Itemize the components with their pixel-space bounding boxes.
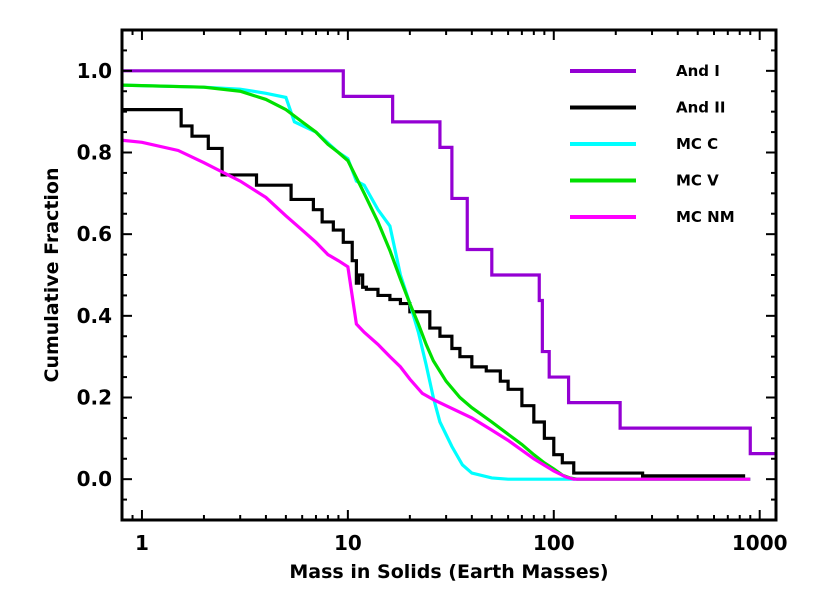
legend-label-and-i: And I [676, 62, 720, 80]
series-line-and-i [122, 69, 776, 456]
legend: And I And II MC C MC V MC NM [570, 62, 735, 226]
legend-label-mc-c: MC C [676, 135, 718, 153]
legend-label-mc-v: MC V [676, 172, 719, 190]
x-axis-label: Mass in Solids (Earth Masses) [289, 561, 608, 583]
x-tick-label: 100 [533, 531, 575, 555]
legend-label-and-ii: And II [676, 99, 725, 117]
y-tick-label: 1.0 [77, 59, 112, 83]
series-line-mc-c [122, 83, 751, 481]
y-axis-label: Cumulative Fraction [41, 167, 63, 382]
series-line-mc-nm [122, 138, 751, 481]
series-line-mc-v [122, 83, 751, 481]
y-tick-label: 0.4 [77, 304, 112, 328]
series-layer [122, 69, 776, 481]
x-tick-label: 1 [135, 531, 149, 555]
y-tick-label: 0.0 [77, 467, 112, 491]
y-tick-label: 0.8 [77, 141, 112, 165]
x-tick-label: 1000 [732, 531, 788, 555]
plot-frame [120, 28, 778, 522]
legend-label-mc-nm: MC NM [676, 208, 735, 226]
y-tick-label: 0.6 [77, 222, 112, 246]
y-tick-label: 0.2 [77, 386, 112, 410]
series-line-and-ii [122, 108, 746, 478]
x-tick-label: 10 [334, 531, 362, 555]
